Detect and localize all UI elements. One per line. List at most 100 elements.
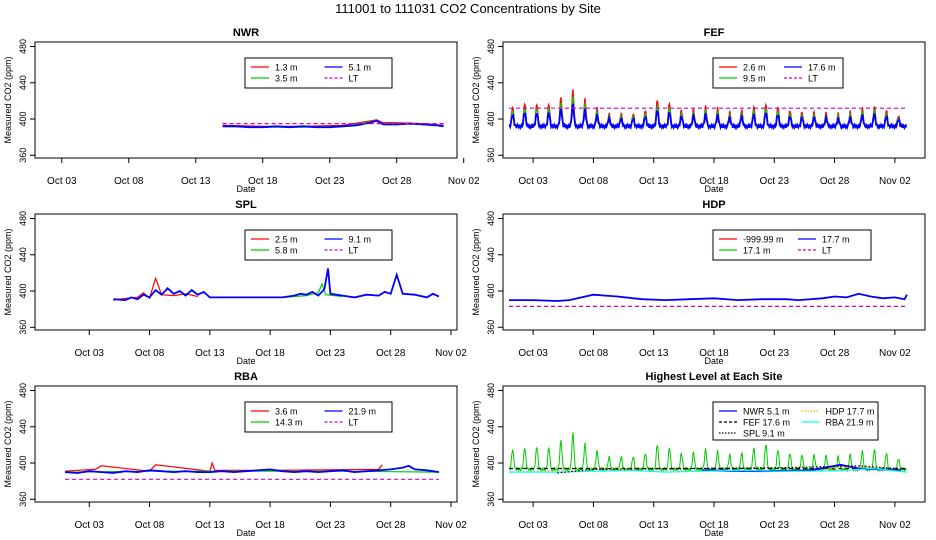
series-line <box>222 119 444 129</box>
legend-label: 9.5 m <box>743 74 766 84</box>
x-tick-label: Oct 13 <box>639 520 669 531</box>
x-tick-label: Oct 08 <box>114 176 144 187</box>
x-tick-label: Oct 03 <box>47 176 77 187</box>
legend-box <box>712 401 879 441</box>
x-tick-label: Oct 28 <box>382 176 412 187</box>
legend-box <box>712 229 872 261</box>
legend-label: 17.7 m <box>822 235 850 245</box>
plot-frame <box>34 385 458 503</box>
legend-box <box>244 401 393 433</box>
legend-label: SPL 9.1 m <box>743 429 785 439</box>
x-axis-label: Date <box>704 184 723 194</box>
x-tick-label: Oct 18 <box>248 176 278 187</box>
legend-label: 3.5 m <box>275 74 298 84</box>
x-tick-label: Oct 23 <box>316 348 346 359</box>
legend-box <box>244 229 393 261</box>
chart-nwr: NWR Oct 03 Oct 08 Oct 13 Oct 18 Oct 23 Oct 28 N… <box>3 27 480 194</box>
x-tick-label: Oct 08 <box>579 520 609 531</box>
x-tick-label: Oct 23 <box>760 348 790 359</box>
x-tick-label: Nov 02 <box>879 348 911 359</box>
legend-label: LT <box>349 246 359 256</box>
legend-label: LT <box>349 418 359 428</box>
legend-label: 14.3 m <box>275 418 303 428</box>
x-tick-label: Oct 28 <box>820 348 850 359</box>
y-tick-label: 440 <box>18 75 28 90</box>
x-tick-label: Oct 18 <box>255 520 285 531</box>
legend-label: 21.9 m <box>349 407 377 417</box>
x-tick-label: Oct 18 <box>699 348 729 359</box>
x-tick-label: Oct 08 <box>135 348 165 359</box>
y-axis-label: Measured CO2 (ppm) <box>471 400 481 487</box>
legend-label: 2.5 m <box>275 235 298 245</box>
plot-frame <box>34 41 458 159</box>
x-axis-label: Date <box>704 528 723 538</box>
main-title: 111001 to 111031 CO2 Concentrations by S… <box>335 1 601 16</box>
chart-title: Highest Level at Each Site <box>646 371 783 383</box>
y-tick-label: 360 <box>486 492 496 507</box>
legend-label: 17.6 m <box>808 63 836 73</box>
y-tick-label: 440 <box>486 419 496 434</box>
x-tick-label: Oct 13 <box>195 520 225 531</box>
y-axis-label: Measured CO2 (ppm) <box>3 56 13 143</box>
y-tick-label: 400 <box>18 456 28 471</box>
y-tick-label: 360 <box>486 148 496 163</box>
x-tick-label: Oct 03 <box>75 520 105 531</box>
y-tick-label: 480 <box>486 383 496 398</box>
x-tick-label: Oct 03 <box>75 348 105 359</box>
legend-box <box>712 57 844 89</box>
chart-highest: Highest Level at Each Site Oct 03 Oct 08 Oc… <box>471 371 926 538</box>
y-tick-label: 400 <box>486 112 496 127</box>
series-line <box>509 467 907 473</box>
x-tick-label: Oct 18 <box>699 520 729 531</box>
plot-area <box>508 432 907 474</box>
chart-rba: RBA Oct 03 Oct 08 Oct 13 Oct 18 Oct 23 Oct 28 N… <box>3 371 467 538</box>
y-tick-label: 480 <box>18 39 28 54</box>
x-tick-label: Oct 28 <box>820 176 850 187</box>
legend-label: -999.99 m <box>743 235 784 245</box>
x-tick-label: Oct 08 <box>579 176 609 187</box>
legend-label: 5.1 m <box>349 63 372 73</box>
y-tick-label: 480 <box>486 39 496 54</box>
plot-area <box>509 292 908 307</box>
series-line-blue <box>508 103 908 131</box>
y-tick-label: 360 <box>486 320 496 335</box>
x-tick-label: Nov 02 <box>435 520 467 531</box>
x-tick-label: Oct 23 <box>760 520 790 531</box>
x-tick-label: Oct 23 <box>316 520 346 531</box>
y-axis-label: Measured CO2 (ppm) <box>3 400 13 487</box>
y-axis-label: Measured CO2 (ppm) <box>471 56 481 143</box>
y-tick-label: 400 <box>18 284 28 299</box>
chart-fef: FEF Oct 03 Oct 08 Oct 13 Oct 18 Oct 23 Oct 28 N… <box>471 27 926 194</box>
x-tick-label: Oct 28 <box>376 348 406 359</box>
x-tick-label: Oct 23 <box>760 176 790 187</box>
plot-area <box>508 89 908 131</box>
y-tick-label: 400 <box>486 284 496 299</box>
x-tick-label: Nov 02 <box>879 520 911 531</box>
legend-label: 2.6 m <box>743 63 766 73</box>
legend-label: LT <box>822 246 832 256</box>
legend-label: RBA 21.9 m <box>826 418 874 428</box>
x-tick-label: Nov 02 <box>448 176 480 187</box>
legend-label: NWR 5.1 m <box>743 407 790 417</box>
x-tick-label: Oct 13 <box>195 348 225 359</box>
plot-area <box>113 268 440 302</box>
x-axis-label: Date <box>236 356 255 366</box>
chart-title: RBA <box>234 371 258 383</box>
y-tick-label: 440 <box>18 419 28 434</box>
series-line <box>65 461 383 472</box>
y-tick-label: 400 <box>18 112 28 127</box>
series-line <box>113 268 440 302</box>
y-tick-label: 480 <box>18 211 28 226</box>
y-tick-label: 440 <box>486 75 496 90</box>
y-tick-label: 360 <box>18 320 28 335</box>
x-tick-label: Oct 03 <box>518 520 548 531</box>
legend-label: HDP 17.7 m <box>826 407 875 417</box>
y-axis-label: Measured CO2 (ppm) <box>471 228 481 315</box>
y-tick-label: 440 <box>486 247 496 262</box>
x-tick-label: Oct 08 <box>135 520 165 531</box>
legend-label: 5.8 m <box>275 246 298 256</box>
legend-label: LT <box>349 74 359 84</box>
chart-spl: SPL Oct 03 Oct 08 Oct 13 Oct 18 Oct 23 Oct 28 N… <box>3 199 467 366</box>
plot-area <box>65 461 440 480</box>
x-tick-label: Nov 02 <box>879 176 911 187</box>
